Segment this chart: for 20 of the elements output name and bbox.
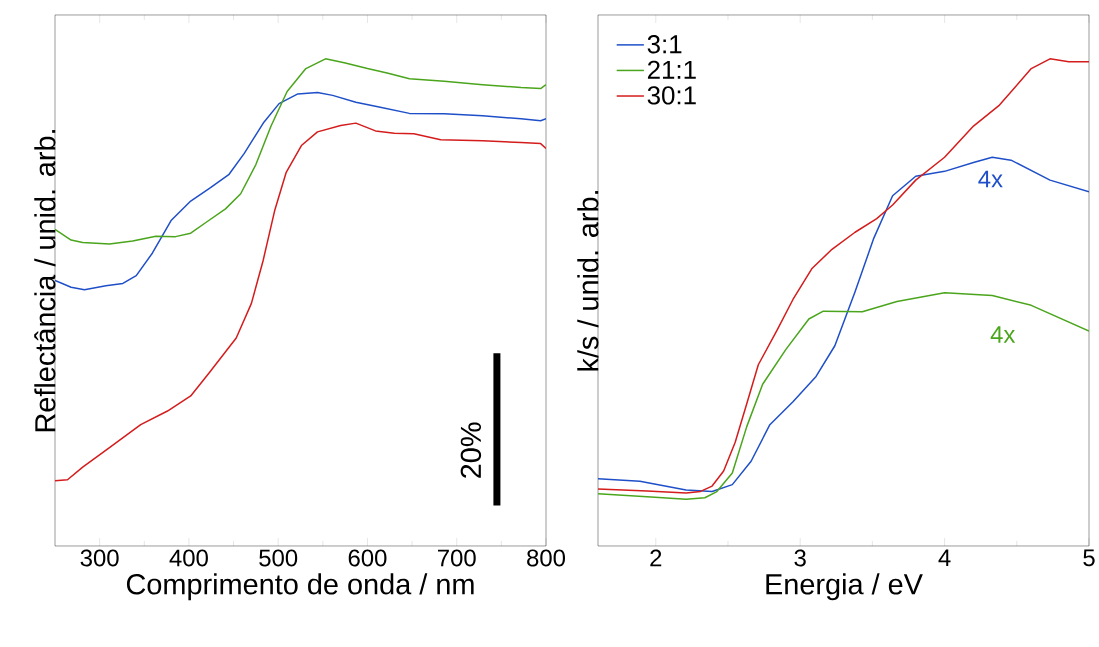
annotation: 4x [990,326,1016,343]
x-tick-label: 500 [259,549,298,567]
x-tick-label: 400 [169,549,208,567]
annotation: 20% [460,422,482,478]
y-axis-title: k/s / unid. arb. [577,191,599,371]
x-tick-label: 800 [527,549,566,567]
x-tick-label: 600 [348,549,387,567]
x-tick-label: 3 [794,549,806,567]
x-axis-title: Energia / eV [766,573,923,601]
annotation: 4x [978,170,1003,188]
y-axis-title: Reflectância / unid. arb. [34,130,56,432]
legend-label: 21:1 [647,60,696,79]
x-tick-label: 5 [1083,549,1095,567]
legend-label: 30:1 [647,86,696,105]
legend-label: 3:1 [647,35,682,54]
x-axis-title: Comprimento de onda / nm [126,573,474,601]
x-tick-label: 4 [938,549,951,566]
x-tick-label: 300 [80,549,119,567]
x-tick-label: 700 [438,549,476,567]
x-tick-label: 2 [650,549,662,567]
